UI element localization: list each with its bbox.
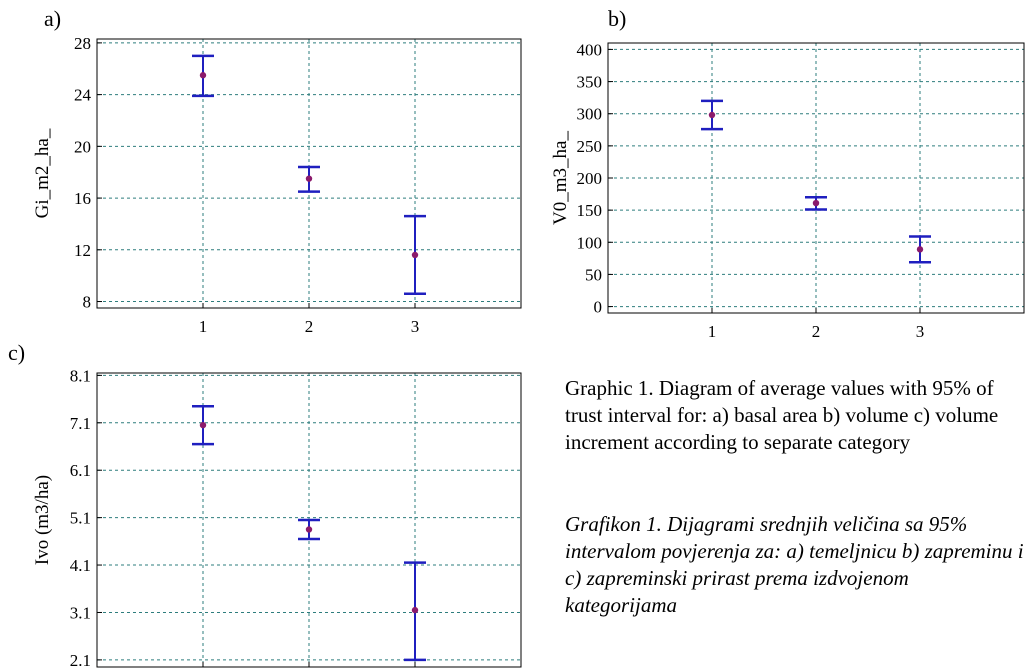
y-tick-label: 150 xyxy=(577,201,603,220)
y-tick-label: 400 xyxy=(577,40,603,59)
y-tick-label: 24 xyxy=(74,86,92,105)
x-tick-label: 3 xyxy=(916,322,925,341)
y-tick-label: 0 xyxy=(594,298,603,317)
y-tick-label: 200 xyxy=(577,169,603,188)
chart-panel-c: 2.13.14.15.16.17.18.1123Ivo (m3/ha) xyxy=(32,366,522,670)
y-tick-label: 7.1 xyxy=(70,414,91,433)
y-tick-label: 350 xyxy=(577,73,603,92)
y-tick-label: 28 xyxy=(74,34,91,53)
y-axis-label: Ivo (m3/ha) xyxy=(32,475,53,565)
mean-point-2 xyxy=(305,175,313,182)
y-tick-label: 3.1 xyxy=(70,603,91,622)
y-tick-label: 4.1 xyxy=(70,556,91,575)
panel-label-b: b) xyxy=(608,6,627,31)
chart-panel-b: 0 50 100 150 200 250 300 350 400 1 2 3 V0_m3_ha_ xyxy=(550,40,1025,341)
y-tick-label: 6.1 xyxy=(70,461,91,480)
mean-point-3 xyxy=(916,246,924,253)
x-tick-label: 3 xyxy=(411,317,420,336)
y-tick-label: 100 xyxy=(577,233,603,252)
y-tick-label: 50 xyxy=(585,265,602,284)
plot-frame xyxy=(96,38,522,309)
y-axis-label: V0_m3_ha_ xyxy=(550,131,571,225)
y-tick-label: 16 xyxy=(74,189,91,208)
mean-point-1 xyxy=(708,111,716,119)
caption-english: Graphic 1. Diagram of average values wit… xyxy=(565,376,999,454)
x-tick-label: 2 xyxy=(812,322,821,341)
mean-point-3 xyxy=(411,606,419,614)
y-tick-label: 8 xyxy=(83,293,92,312)
y-tick-label: 5.1 xyxy=(70,509,91,528)
x-tick-label: 1 xyxy=(708,322,717,341)
x-tick-label: 1 xyxy=(199,317,208,336)
y-tick-label: 300 xyxy=(577,105,603,124)
y-tick-label: 20 xyxy=(74,137,91,156)
x-tick-label: 2 xyxy=(305,317,314,336)
mean-point-2 xyxy=(305,526,313,533)
y-tick-label: 2.1 xyxy=(70,651,91,670)
plot-frame xyxy=(607,42,1025,314)
panel-label-c: c) xyxy=(8,340,26,365)
mean-point-1 xyxy=(199,421,207,429)
plot-frame xyxy=(96,372,522,668)
panel-label-a: a) xyxy=(44,6,62,31)
y-tick-label: 8.1 xyxy=(70,366,91,385)
mean-point-2 xyxy=(812,199,820,207)
mean-point-3 xyxy=(411,251,419,259)
mean-point-1 xyxy=(199,72,207,79)
caption-bosnian: Grafikon 1. Dijagrami srednjih veličina … xyxy=(565,512,1024,617)
y-axis-label: Gi_m2_ha_ xyxy=(32,128,53,218)
y-tick-label: 12 xyxy=(74,241,91,260)
y-tick-label: 250 xyxy=(577,137,603,156)
